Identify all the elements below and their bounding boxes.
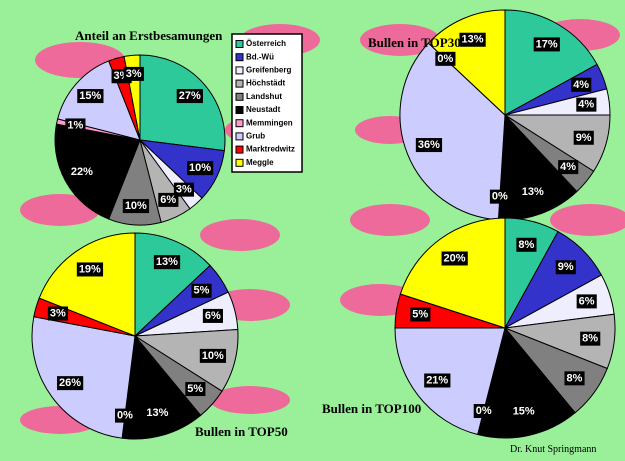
value-label: 22% xyxy=(71,166,93,178)
legend-label: Landshut xyxy=(246,92,282,101)
value-label: 27% xyxy=(179,90,201,102)
value-label: 17% xyxy=(536,38,558,50)
legend-swatch xyxy=(236,146,243,153)
chart-title: Bullen in TOP100 xyxy=(322,401,421,416)
value-label: 6% xyxy=(579,295,595,307)
value-label: 21% xyxy=(426,374,448,386)
value-label: 8% xyxy=(566,372,582,384)
chart-title: Bullen in TOP30 xyxy=(368,35,461,50)
value-label: 8% xyxy=(582,333,598,345)
legend-swatch xyxy=(236,41,243,48)
value-label: 13% xyxy=(156,256,178,268)
value-label: 3% xyxy=(126,68,142,80)
value-label: 1% xyxy=(67,119,83,131)
legend-label: Marktredwitz xyxy=(246,145,295,154)
value-label: 0% xyxy=(117,410,133,422)
value-label: 5% xyxy=(193,285,209,297)
value-label: 0% xyxy=(437,53,453,65)
slide: Dr. Knut Springmann 27% 10% 3% 6% 10% 22% 1% 15… xyxy=(0,0,625,461)
value-label: 5% xyxy=(187,383,203,395)
legend-label: Österreich xyxy=(246,39,286,48)
value-label: 9% xyxy=(558,261,574,273)
legend-label: Bd.-Wü xyxy=(246,52,274,61)
legend: Österreich Bd.-Wü Greifenberg Höchstädt Land… xyxy=(232,34,302,172)
value-label: 13% xyxy=(461,34,483,46)
value-label: 36% xyxy=(418,139,440,151)
legend-label: Höchstädt xyxy=(246,79,285,88)
legend-swatch xyxy=(236,54,243,61)
legend-swatch xyxy=(236,159,243,166)
value-label: 3% xyxy=(50,307,66,319)
value-label: 8% xyxy=(518,239,534,251)
legend-swatch xyxy=(236,67,243,74)
value-label: 13% xyxy=(522,186,544,198)
value-label: 4% xyxy=(573,79,589,91)
legend-label: Grub xyxy=(246,132,265,141)
value-label: 26% xyxy=(59,377,81,389)
value-label: 0% xyxy=(492,191,508,203)
value-label: 5% xyxy=(412,308,428,320)
value-label: 20% xyxy=(444,252,466,264)
value-label: 10% xyxy=(189,162,211,174)
legend-label: Greifenberg xyxy=(246,66,291,75)
legend-swatch xyxy=(236,133,243,140)
value-label: 13% xyxy=(146,407,168,419)
legend-swatch xyxy=(236,93,243,100)
chart-title: Bullen in TOP50 xyxy=(195,424,288,439)
legend-swatch xyxy=(236,107,243,114)
value-label: 6% xyxy=(205,310,221,322)
value-label: 15% xyxy=(79,90,101,102)
value-label: 10% xyxy=(125,200,147,212)
value-label: 15% xyxy=(513,406,535,418)
legend-swatch xyxy=(236,80,243,87)
value-label: 4% xyxy=(578,99,594,111)
legend-label: Neustadt xyxy=(246,105,281,114)
value-label: 19% xyxy=(79,263,101,275)
value-label: 6% xyxy=(160,194,176,206)
legend-swatch xyxy=(236,120,243,127)
legend-label: Memmingen xyxy=(246,118,293,127)
footer: Dr. Knut Springmann xyxy=(510,444,596,455)
chart-title: Anteil an Erstbesamungen xyxy=(75,28,223,43)
value-label: 10% xyxy=(202,350,224,362)
value-label: 9% xyxy=(576,132,592,144)
value-label: 0% xyxy=(476,405,492,417)
value-label: 4% xyxy=(560,161,576,173)
legend-label: Meggle xyxy=(246,158,274,167)
